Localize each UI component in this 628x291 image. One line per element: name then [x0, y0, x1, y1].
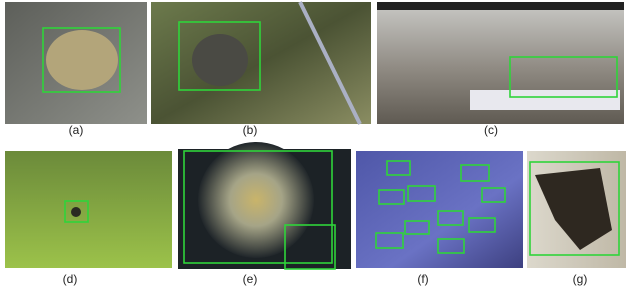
panel-g: (g) — [527, 151, 626, 286]
panel-label: (c) — [484, 123, 498, 137]
header-strip — [377, 2, 624, 10]
panel-label: (d) — [63, 272, 78, 286]
panel-label: (f) — [417, 272, 428, 286]
panel-a: (a) — [5, 2, 147, 137]
panel-label: (b) — [243, 123, 258, 137]
object — [71, 207, 81, 217]
panel-label: (e) — [243, 272, 258, 286]
object — [192, 34, 248, 86]
panel-b: (b) — [151, 2, 371, 137]
panel-d: (d) — [5, 151, 172, 286]
panel-c: (c) — [377, 2, 624, 137]
snow — [470, 90, 620, 110]
image — [356, 151, 523, 268]
object — [198, 142, 314, 258]
panel-f: (f) — [356, 151, 523, 286]
object — [46, 30, 118, 90]
panel-label: (a) — [69, 123, 84, 137]
panel-label: (g) — [573, 272, 588, 286]
image — [151, 2, 371, 124]
figure: (a) (b) (c) (d) (e) — [0, 0, 628, 291]
panel-e: (e) — [178, 142, 351, 286]
